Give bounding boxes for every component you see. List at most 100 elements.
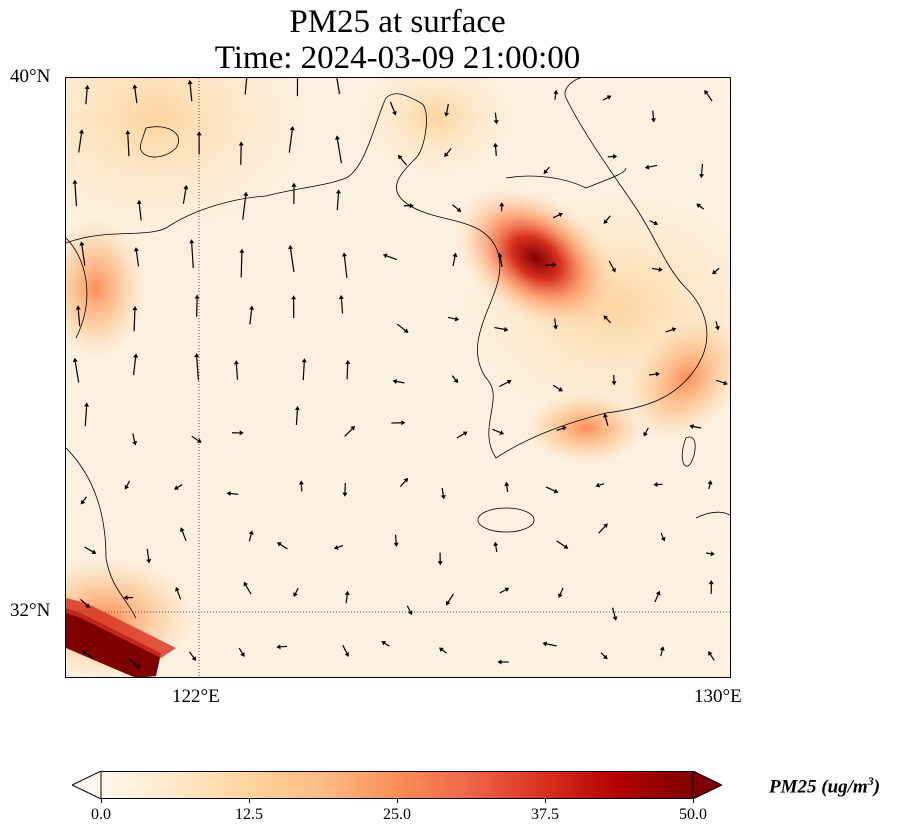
wind-arrow bbox=[603, 413, 609, 427]
wind-arrow bbox=[493, 541, 499, 553]
colorbar-tick-label: 50.0 bbox=[679, 806, 707, 823]
wind-arrow bbox=[136, 199, 142, 221]
wind-arrow bbox=[653, 481, 663, 487]
wind-arrow bbox=[123, 595, 134, 601]
wind-arrow bbox=[397, 154, 408, 166]
wind-arrow bbox=[194, 352, 200, 381]
wind-arrow bbox=[446, 593, 454, 606]
wind-arrow bbox=[600, 652, 608, 660]
wind-vectors bbox=[72, 78, 728, 669]
wind-arrow bbox=[132, 84, 138, 104]
wind-arrow bbox=[603, 215, 611, 224]
wind-arrow bbox=[294, 405, 300, 426]
colorbar-tick-mark bbox=[249, 799, 250, 803]
wind-arrow bbox=[342, 483, 348, 497]
coastlines bbox=[66, 78, 730, 619]
wind-arrow bbox=[440, 487, 446, 500]
wind-arrow bbox=[708, 580, 714, 594]
wind-arrow bbox=[298, 480, 304, 492]
colorbar-tick-label: 12.5 bbox=[235, 806, 263, 823]
wind-arrow bbox=[494, 326, 509, 332]
wind-arrow bbox=[556, 540, 569, 549]
wind-arrow bbox=[72, 179, 78, 207]
wind-arrow bbox=[391, 420, 406, 426]
wind-arrow bbox=[552, 384, 563, 392]
wind-arrow bbox=[248, 530, 254, 542]
wind-arrow bbox=[189, 239, 195, 269]
wind-arrow bbox=[707, 480, 713, 490]
wind-arrow bbox=[84, 546, 97, 554]
wind-arrow bbox=[393, 534, 399, 547]
wind-arrow bbox=[399, 477, 409, 488]
wind-arrow bbox=[133, 247, 140, 267]
wind-arrow bbox=[342, 644, 350, 657]
wind-arrow bbox=[344, 590, 350, 604]
wind-arrow bbox=[403, 203, 414, 209]
wind-arrow bbox=[493, 142, 499, 156]
wind-arrow bbox=[288, 126, 295, 153]
wind-arrow bbox=[648, 371, 660, 377]
plot-time: Time: 2024-03-09 21:00:00 bbox=[214, 40, 581, 76]
wind-arrow bbox=[75, 305, 81, 327]
wind-arrow bbox=[497, 659, 509, 665]
wind-arrow bbox=[276, 644, 288, 650]
wind-arrow bbox=[187, 79, 193, 102]
wind-arrow bbox=[276, 542, 288, 550]
wind-arrow bbox=[543, 166, 550, 175]
lon-tick-130e: 130°E bbox=[694, 686, 742, 707]
wind-arrow bbox=[345, 359, 351, 380]
wind-arrow bbox=[341, 252, 348, 278]
colorbar bbox=[72, 771, 722, 799]
wind-arrow bbox=[124, 480, 131, 490]
wind-arrow bbox=[80, 496, 88, 505]
colorbar-tick-mark bbox=[545, 799, 546, 803]
wind-arrow bbox=[179, 527, 187, 541]
wind-arrow bbox=[444, 103, 450, 117]
wind-arrow bbox=[552, 212, 564, 219]
wind-arrow bbox=[654, 590, 661, 603]
wind-arrow bbox=[132, 353, 139, 376]
wind-arrow bbox=[296, 78, 299, 97]
wind-arrow bbox=[452, 252, 458, 266]
colorbar-max-extend bbox=[692, 771, 722, 799]
wind-arrow bbox=[499, 202, 505, 212]
wind-arrow bbox=[396, 323, 409, 333]
wind-arrow bbox=[611, 607, 618, 621]
wind-arrow bbox=[447, 316, 460, 322]
wind-arrow bbox=[80, 598, 90, 608]
wind-arrow bbox=[660, 532, 666, 542]
wind-arrow bbox=[406, 605, 413, 616]
wind-arrow bbox=[146, 548, 152, 564]
wind-arrow bbox=[651, 266, 663, 272]
wind-arrow bbox=[556, 425, 567, 431]
wind-arrow bbox=[238, 647, 245, 658]
wind-arrow bbox=[334, 135, 342, 164]
wind-arrow bbox=[392, 379, 405, 384]
plot-title: PM25 at surface bbox=[289, 4, 506, 40]
lon-tick-122e: 122°E bbox=[172, 686, 220, 707]
wind-arrow bbox=[188, 651, 197, 661]
wind-arrow bbox=[716, 379, 728, 386]
wind-arrow bbox=[553, 89, 559, 100]
wind-arrow bbox=[191, 435, 202, 443]
colorbar-label: PM25 (ug/m3) bbox=[769, 774, 881, 798]
wind-arrow bbox=[708, 651, 715, 661]
lat-tick-40n: 40°N bbox=[10, 66, 51, 87]
wind-arrow bbox=[492, 428, 505, 435]
wind-arrow bbox=[452, 204, 462, 212]
wind-arrow bbox=[231, 430, 244, 436]
wind-arrow bbox=[335, 189, 341, 211]
wind-arrow bbox=[291, 182, 297, 205]
wind-arrow bbox=[499, 379, 512, 387]
wind-arrow bbox=[545, 486, 559, 494]
wind-arrow bbox=[437, 552, 443, 566]
wind-arrow bbox=[196, 131, 202, 155]
pm25-field bbox=[66, 78, 730, 677]
wind-arrow bbox=[125, 130, 131, 157]
wind-arrow bbox=[132, 433, 138, 446]
wind-arrow bbox=[243, 581, 252, 595]
wind-arrow bbox=[558, 587, 564, 599]
wind-arrow bbox=[389, 101, 397, 116]
colorbar-min-extend bbox=[72, 771, 102, 799]
wind-arrow bbox=[611, 374, 617, 386]
